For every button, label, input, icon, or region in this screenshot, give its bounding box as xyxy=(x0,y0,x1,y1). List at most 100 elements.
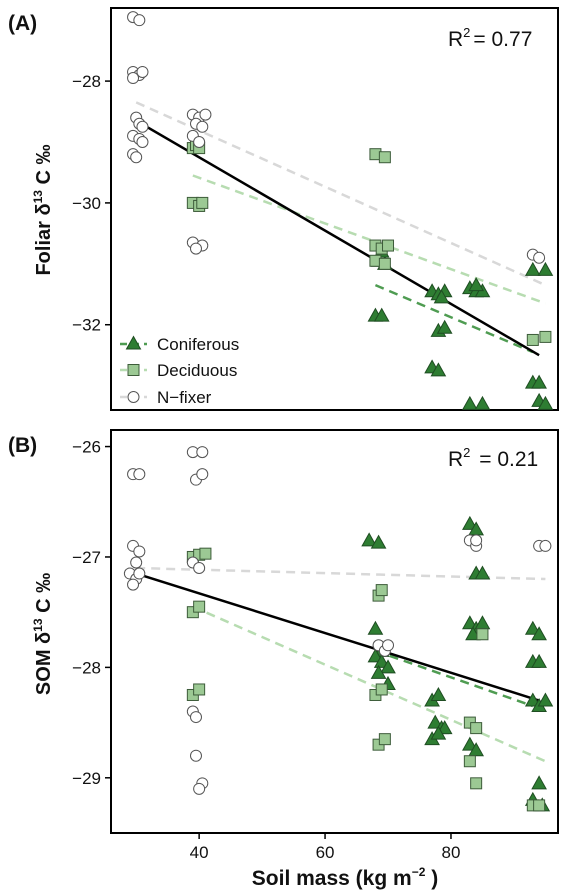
point-nfixer xyxy=(189,242,202,255)
point-coniferous xyxy=(380,659,396,674)
point-nfixer xyxy=(533,251,546,264)
legend-triangle-icon xyxy=(125,335,142,350)
point-coniferous xyxy=(367,648,384,663)
y-tick-label: −29 xyxy=(72,769,101,788)
panel-b-r2: R2 = 0.21 xyxy=(448,445,538,471)
point-coniferous xyxy=(462,736,478,751)
point-nfixer xyxy=(130,556,143,569)
point-deciduous xyxy=(470,777,483,790)
point-deciduous xyxy=(378,733,391,746)
point-deciduous xyxy=(193,683,206,696)
point-nfixer xyxy=(133,468,146,481)
panel-b-ylabel-pre: SOM δ xyxy=(33,632,55,695)
panel-b-axes: −26 −27 −28 −29 40 60 80 xyxy=(72,429,559,862)
point-coniferous xyxy=(373,653,390,668)
y-tick-label: −28 xyxy=(72,658,101,677)
point-nfixer xyxy=(136,120,149,133)
point-deciduous xyxy=(378,257,391,270)
point-coniferous xyxy=(430,725,447,740)
point-coniferous xyxy=(474,615,491,630)
point-deciduous xyxy=(526,333,539,346)
point-nfixer xyxy=(196,468,209,481)
point-nfixer xyxy=(127,578,140,591)
point-nfixer xyxy=(133,567,146,580)
panel-a-r2-value: = 0.77 xyxy=(473,28,532,51)
point-coniferous xyxy=(468,277,485,292)
panel-a-ylabel-pre: Foliar δ xyxy=(33,203,55,275)
point-coniferous xyxy=(474,395,491,410)
point-coniferous xyxy=(433,289,450,304)
y-tick-label: −32 xyxy=(72,316,101,335)
point-coniferous xyxy=(468,742,485,757)
panel-a-y-axis-label: Foliar δ13 C ‰ xyxy=(31,144,55,275)
point-coniferous xyxy=(537,261,554,276)
point-coniferous xyxy=(436,720,453,735)
panel-b-r2-value: = 0.21 xyxy=(473,448,538,471)
legend-item-coniferous: Coniferous xyxy=(120,335,239,354)
panel-b-r2-r: R xyxy=(448,448,463,471)
point-nfixer xyxy=(193,562,206,575)
legend: Coniferous Deciduous N−fixer xyxy=(120,335,239,407)
point-deciduous xyxy=(476,628,489,641)
point-nfixer xyxy=(189,749,202,762)
point-deciduous xyxy=(196,196,209,209)
point-coniferous xyxy=(370,664,387,679)
panel-a-axes: −28 −30 −32 xyxy=(72,7,559,411)
panel-b-label: (B) xyxy=(8,434,37,457)
point-deciduous xyxy=(193,600,206,613)
point-coniferous xyxy=(531,626,547,641)
point-nfixer xyxy=(127,72,140,85)
x-tick-label: 80 xyxy=(442,843,461,862)
point-nfixer xyxy=(133,14,146,27)
fit-line-deciduous xyxy=(192,174,546,305)
point-deciduous xyxy=(378,151,391,164)
point-coniferous xyxy=(524,261,541,276)
point-coniferous xyxy=(367,620,384,635)
xlabel-pre: Soil mass (kg m xyxy=(252,867,412,890)
point-deciduous xyxy=(382,239,395,252)
point-coniferous xyxy=(537,692,554,707)
legend-label-nfixer: N−fixer xyxy=(157,388,212,407)
point-nfixer xyxy=(199,108,212,121)
panel-a-ylabel-post: C ‰ xyxy=(33,144,55,190)
point-coniferous xyxy=(436,319,453,334)
x-tick-label: 40 xyxy=(190,843,209,862)
xlabel-sup: −2 xyxy=(412,865,426,879)
panel-b-fit-lines xyxy=(135,566,546,763)
x-tick-label: 60 xyxy=(316,843,335,862)
point-coniferous xyxy=(462,615,478,630)
point-coniferous xyxy=(524,692,541,707)
point-deciduous xyxy=(463,755,476,768)
point-coniferous xyxy=(462,395,478,410)
point-deciduous xyxy=(375,584,388,597)
panel-b-r2-sup: 2 xyxy=(463,445,470,460)
point-nfixer xyxy=(136,65,149,78)
point-deciduous xyxy=(470,722,483,735)
panel-b-ylabel-sup: 13 xyxy=(31,618,45,632)
point-coniferous xyxy=(430,362,447,377)
point-nfixer xyxy=(539,539,552,552)
legend-label-deciduous: Deciduous xyxy=(157,361,237,380)
y-tick-label: −28 xyxy=(72,72,101,91)
point-coniferous xyxy=(373,307,390,322)
y-tick-label: −27 xyxy=(72,548,101,567)
fit-line-overall xyxy=(135,572,540,702)
point-nfixer xyxy=(193,136,206,148)
point-nfixer xyxy=(189,711,202,724)
point-nfixer xyxy=(136,136,149,148)
point-deciduous xyxy=(375,683,388,696)
fit-line-overall xyxy=(135,119,540,357)
point-coniferous xyxy=(427,714,444,729)
point-nfixer xyxy=(196,446,209,459)
point-deciduous xyxy=(199,547,212,560)
y-tick-label: −30 xyxy=(72,194,101,213)
point-nfixer xyxy=(382,639,395,652)
point-coniferous xyxy=(430,686,447,701)
point-coniferous xyxy=(531,374,547,389)
point-coniferous xyxy=(370,534,387,549)
panel-b-points xyxy=(123,446,554,812)
y-tick-label: −26 xyxy=(72,438,101,457)
legend-item-deciduous: Deciduous xyxy=(120,361,237,380)
point-coniferous xyxy=(524,620,541,635)
plot-frame xyxy=(110,429,559,834)
